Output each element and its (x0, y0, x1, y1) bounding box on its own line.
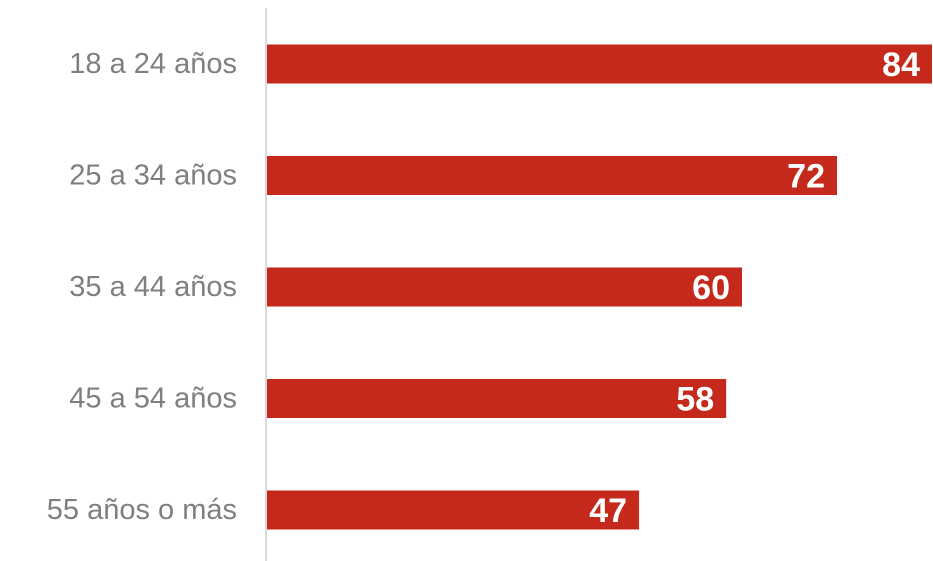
data-label: 60 (692, 269, 730, 307)
data-label: 58 (676, 381, 714, 419)
bar (267, 490, 640, 530)
data-label: 72 (787, 158, 825, 196)
category-label: 35 a 44 años (69, 271, 237, 303)
data-label: 47 (589, 492, 627, 530)
bar (267, 44, 932, 84)
category-label: 55 años o más (47, 494, 237, 526)
category-label: 18 a 24 años (69, 48, 237, 80)
bars-layer: 18 a 24 años 84 25 a 34 años 72 35 a 44 años… (47, 44, 932, 530)
bar (267, 267, 742, 307)
data-label: 84 (882, 46, 920, 84)
category-label: 25 a 34 años (69, 160, 237, 192)
bar (267, 379, 727, 418)
bar (267, 156, 837, 195)
category-label: 45 a 54 años (69, 383, 237, 415)
